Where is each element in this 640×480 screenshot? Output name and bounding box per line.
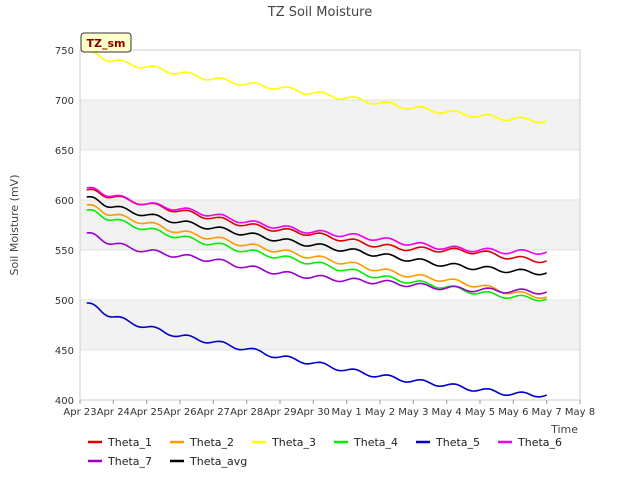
background-bands — [80, 100, 580, 350]
y-tick-label: 600 — [55, 196, 74, 207]
legend-label: Theta_6 — [517, 436, 562, 449]
x-tick-label: Apr 29 — [263, 407, 296, 418]
x-tick-label: May 7 — [532, 407, 562, 418]
series-line-theta-5 — [86, 302, 547, 398]
legend-label: Theta_4 — [353, 436, 398, 449]
series-line-theta-2 — [86, 203, 547, 300]
legend: Theta_1 Theta_2 Theta_3 Theta_4 Theta_5 Theta… — [88, 436, 562, 468]
x-axis-label: Time — [550, 423, 578, 436]
legend-label: Theta_3 — [271, 436, 316, 449]
site-badge-box — [80, 32, 132, 53]
x-axis-ticks: Apr 23 Apr 24 Apr 25 Apr 26 Apr 27 Apr 28 Apr … — [63, 400, 595, 418]
plot-frame — [79, 49, 581, 401]
y-tick-label: 550 — [55, 246, 74, 257]
y-tick-label: 650 — [55, 146, 74, 157]
background-band — [80, 200, 580, 250]
series-line-theta-avg — [86, 195, 547, 276]
legend-label: Theta_5 — [435, 436, 480, 449]
x-tick-label: May 8 — [565, 407, 595, 418]
x-tick-label: Apr 25 — [130, 407, 163, 418]
y-tick-label: 700 — [55, 96, 74, 107]
site-badge-label: TZ_sm — [87, 37, 126, 50]
x-tick-label: Apr 24 — [97, 407, 130, 418]
chart-title: TZ Soil Moisture — [267, 5, 373, 20]
legend-label: Theta_avg — [189, 455, 247, 468]
legend-label: Theta_2 — [189, 436, 234, 449]
y-tick-label: 750 — [55, 46, 74, 57]
x-tick-label: May 4 — [432, 407, 462, 418]
x-tick-label: Apr 28 — [230, 407, 263, 418]
y-tick-label: 400 — [55, 396, 74, 407]
background-band — [80, 300, 580, 350]
series-line-theta-7 — [86, 231, 547, 295]
series-line-theta-6 — [86, 186, 547, 256]
site-badge: TZ_sm — [80, 32, 132, 53]
series-lines — [86, 50, 547, 398]
gridlines — [80, 49, 580, 401]
x-tick-label: Apr 27 — [197, 407, 230, 418]
y-axis-ticks: 400 450 500 550 600 650 700 750 — [55, 46, 74, 407]
x-tick-label: Apr 30 — [297, 407, 330, 418]
x-tick-label: May 3 — [398, 407, 428, 418]
legend-label: Theta_7 — [107, 455, 152, 468]
x-tick-label: Apr 23 — [63, 407, 96, 418]
x-tick-label: May 6 — [498, 407, 528, 418]
series-line-theta-4 — [86, 208, 547, 302]
series-line-theta-3 — [86, 50, 547, 124]
y-tick-label: 450 — [55, 346, 74, 357]
x-tick-label: May 2 — [365, 407, 395, 418]
y-axis-label: Soil Moisture (mV) — [8, 175, 21, 276]
x-tick-label: May 1 — [332, 407, 362, 418]
legend-label: Theta_1 — [107, 436, 152, 449]
x-tick-label: Apr 26 — [163, 407, 196, 418]
x-tick-label: May 5 — [465, 407, 495, 418]
y-tick-label: 500 — [55, 296, 74, 307]
background-band — [80, 100, 580, 150]
